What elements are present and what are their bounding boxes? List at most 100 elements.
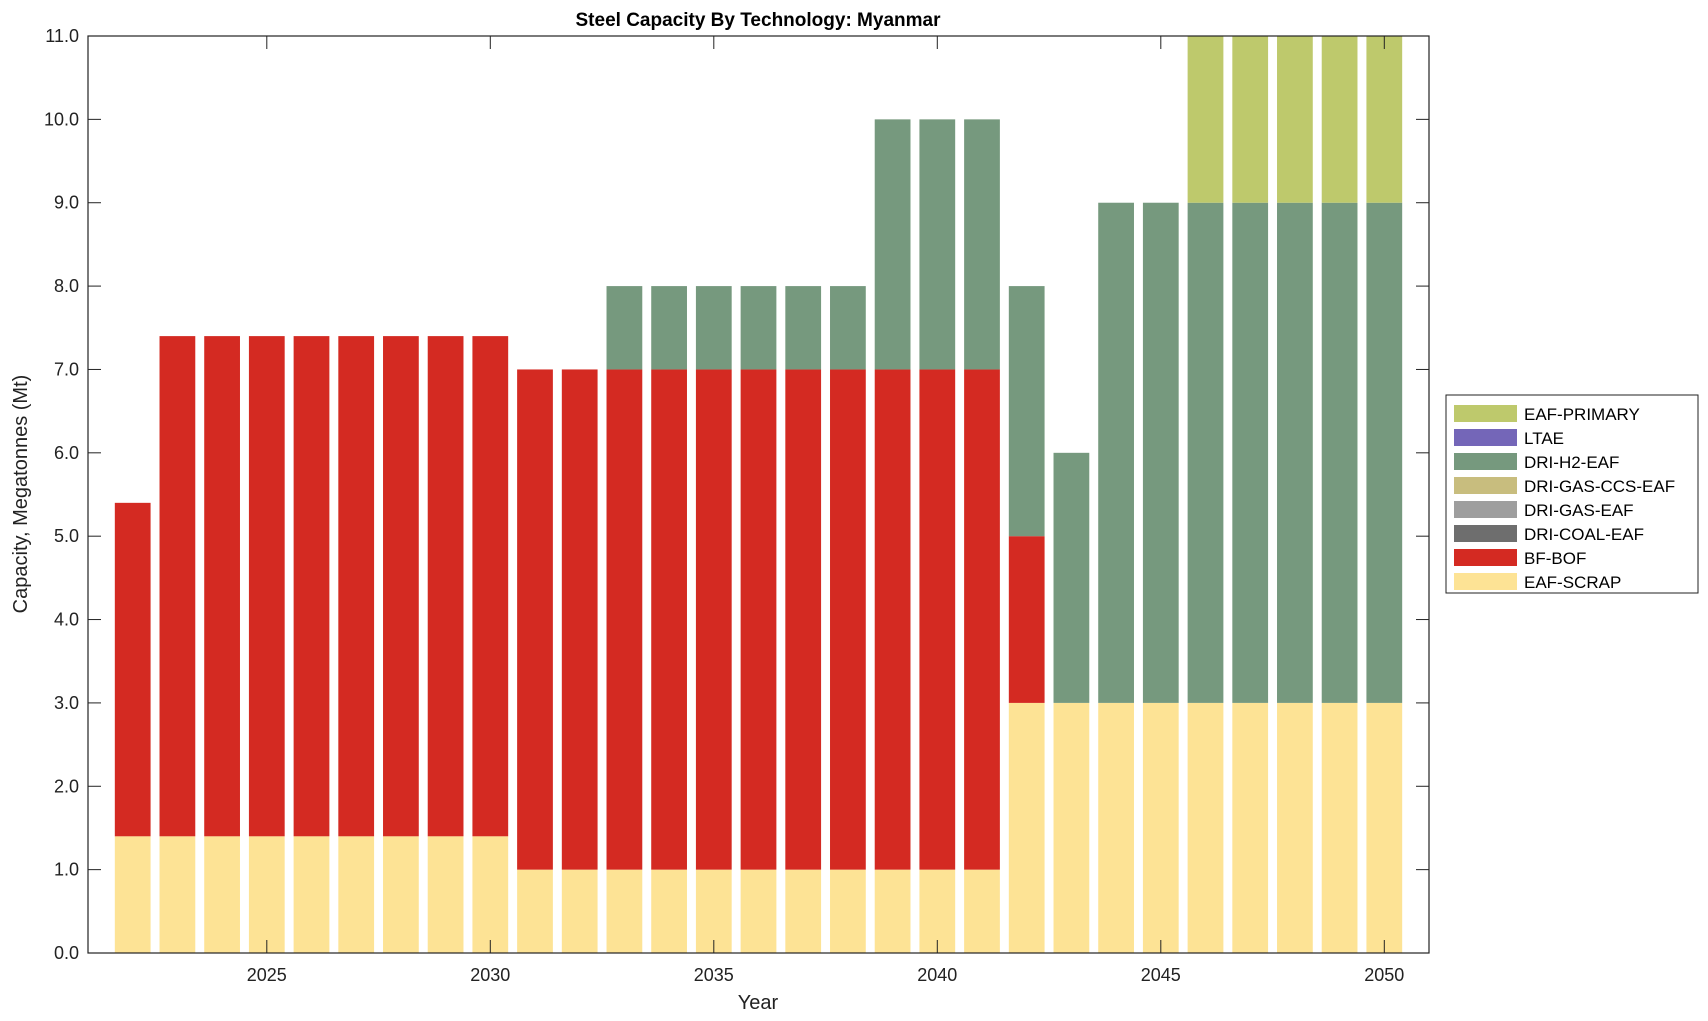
y-tick-label: 5.0 (54, 526, 79, 546)
bar-bf-bof-2036 (740, 369, 777, 870)
bar-dri-h2-eaf-2043 (1053, 452, 1090, 703)
bar-eaf-scrap-2036 (740, 869, 777, 953)
chart-title: Steel Capacity By Technology: Myanmar (576, 10, 942, 31)
bars (114, 36, 1403, 953)
legend-label-bf-bof: BF-BOF (1524, 549, 1586, 568)
bar-bf-bof-2022 (114, 502, 151, 837)
bar-bf-bof-2029 (427, 336, 464, 837)
bar-bf-bof-2042 (1008, 536, 1045, 703)
bar-bf-bof-2024 (204, 336, 240, 837)
legend-label-eaf-scrap: EAF-SCRAP (1524, 573, 1621, 592)
y-axis: 0.0 1.0 2.0 3.0 4.0 5.0 6.0 7.0 8.0 9.0 10.0 11.0 (44, 26, 1429, 963)
bar-bf-bof-2025 (248, 336, 285, 837)
bar-eaf-scrap-2040 (919, 869, 956, 953)
y-tick-label: 0.0 (54, 943, 79, 963)
x-axis-label: Year (738, 992, 779, 1014)
y-tick-label: 1.0 (54, 860, 79, 880)
legend-swatch-dri-coal-eaf (1454, 525, 1517, 542)
bar-bf-bof-2038 (830, 369, 866, 870)
bar-dri-h2-eaf-2050 (1366, 202, 1403, 703)
y-axis-label: Capacity, Megatonnes (Mt) (10, 375, 32, 614)
legend-swatch-dri-gas-eaf (1454, 501, 1517, 518)
bar-eaf-scrap-2022 (114, 836, 151, 953)
legend-swatch-bf-bof (1454, 549, 1517, 566)
bar-dri-h2-eaf-2046 (1187, 202, 1224, 703)
bar-eaf-primary-2049 (1321, 36, 1358, 203)
y-tick-label: 2.0 (54, 776, 79, 796)
bar-dri-h2-eaf-2035 (695, 286, 732, 370)
plot-area-frame (87, 35, 1430, 954)
bar-eaf-scrap-2041 (964, 869, 1000, 953)
legend-label-dri-gas-ccs-eaf: DRI-GAS-CCS-EAF (1524, 477, 1675, 496)
legend-swatch-dri-h2-eaf (1454, 453, 1517, 470)
bar-eaf-scrap-2050 (1366, 702, 1403, 953)
bar-eaf-scrap-2028 (383, 836, 419, 953)
legend: EAF-PRIMARY LTAE DRI-H2-EAF DRI-GAS-CCS-EAF… (1445, 394, 1699, 594)
bar-bf-bof-2037 (785, 369, 822, 870)
bar-dri-h2-eaf-2045 (1142, 202, 1179, 703)
bar-dri-h2-eaf-2036 (740, 286, 777, 370)
x-tick-label: 2025 (247, 965, 287, 985)
x-tick-label: 2045 (1141, 965, 1181, 985)
legend-label-dri-coal-eaf: DRI-COAL-EAF (1524, 525, 1644, 544)
bar-eaf-scrap-2042 (1008, 702, 1045, 953)
bar-bf-bof-2033 (606, 369, 643, 870)
y-tick-label: 8.0 (54, 276, 79, 296)
bar-eaf-scrap-2025 (248, 836, 285, 953)
bar-eaf-scrap-2034 (651, 869, 687, 953)
bar-eaf-scrap-2045 (1142, 702, 1179, 953)
bar-dri-h2-eaf-2042 (1008, 286, 1045, 537)
bar-eaf-primary-2046 (1187, 36, 1224, 203)
bar-eaf-scrap-2038 (830, 869, 866, 953)
bar-dri-h2-eaf-2044 (1098, 202, 1134, 703)
legend-swatch-ltae (1454, 429, 1517, 446)
legend-swatch-dri-gas-ccs-eaf (1454, 477, 1517, 494)
bar-dri-h2-eaf-2038 (830, 286, 866, 370)
y-tick-label: 7.0 (54, 359, 79, 379)
bar-eaf-scrap-2048 (1277, 702, 1313, 953)
bar-dri-h2-eaf-2034 (651, 286, 687, 370)
bar-dri-h2-eaf-2033 (606, 286, 643, 370)
bar-bf-bof-2035 (695, 369, 732, 870)
bar-eaf-scrap-2026 (293, 836, 330, 953)
bar-bf-bof-2030 (472, 336, 509, 837)
bar-eaf-scrap-2035 (695, 869, 732, 953)
bar-bf-bof-2034 (651, 369, 687, 870)
bar-eaf-scrap-2044 (1098, 702, 1134, 953)
bar-bf-bof-2032 (561, 369, 598, 870)
x-tick-label: 2035 (694, 965, 734, 985)
x-tick-label: 2050 (1364, 965, 1404, 985)
bar-eaf-scrap-2037 (785, 869, 822, 953)
legend-label-dri-h2-eaf: DRI-H2-EAF (1524, 453, 1619, 472)
bar-bf-bof-2023 (159, 336, 196, 837)
bar-eaf-scrap-2047 (1232, 702, 1269, 953)
bar-eaf-primary-2048 (1277, 36, 1313, 203)
bar-eaf-scrap-2027 (338, 836, 375, 953)
y-tick-label: 9.0 (54, 193, 79, 213)
x-axis: 2025 2030 2035 2040 2045 2050 (247, 36, 1404, 985)
bar-eaf-primary-2050 (1366, 36, 1403, 203)
bar-eaf-scrap-2032 (561, 869, 598, 953)
legend-label-ltae: LTAE (1524, 429, 1564, 448)
legend-swatch-eaf-scrap (1454, 573, 1517, 590)
bar-bf-bof-2028 (383, 336, 419, 837)
y-tick-label: 6.0 (54, 443, 79, 463)
bar-eaf-scrap-2030 (472, 836, 509, 953)
bar-eaf-scrap-2029 (427, 836, 464, 953)
bar-bf-bof-2040 (919, 369, 956, 870)
bar-eaf-scrap-2043 (1053, 702, 1090, 953)
legend-swatch-eaf-primary (1454, 405, 1517, 422)
y-tick-label: 10.0 (44, 109, 79, 129)
x-tick-label: 2040 (917, 965, 957, 985)
bar-bf-bof-2026 (293, 336, 330, 837)
legend-label-eaf-primary: EAF-PRIMARY (1524, 405, 1640, 424)
bar-eaf-scrap-2024 (204, 836, 240, 953)
y-tick-label: 3.0 (54, 693, 79, 713)
bar-dri-h2-eaf-2037 (785, 286, 822, 370)
bar-bf-bof-2027 (338, 336, 375, 837)
bar-dri-h2-eaf-2047 (1232, 202, 1269, 703)
bar-dri-h2-eaf-2039 (874, 119, 911, 370)
bar-eaf-primary-2047 (1232, 36, 1269, 203)
bar-dri-h2-eaf-2049 (1321, 202, 1358, 703)
